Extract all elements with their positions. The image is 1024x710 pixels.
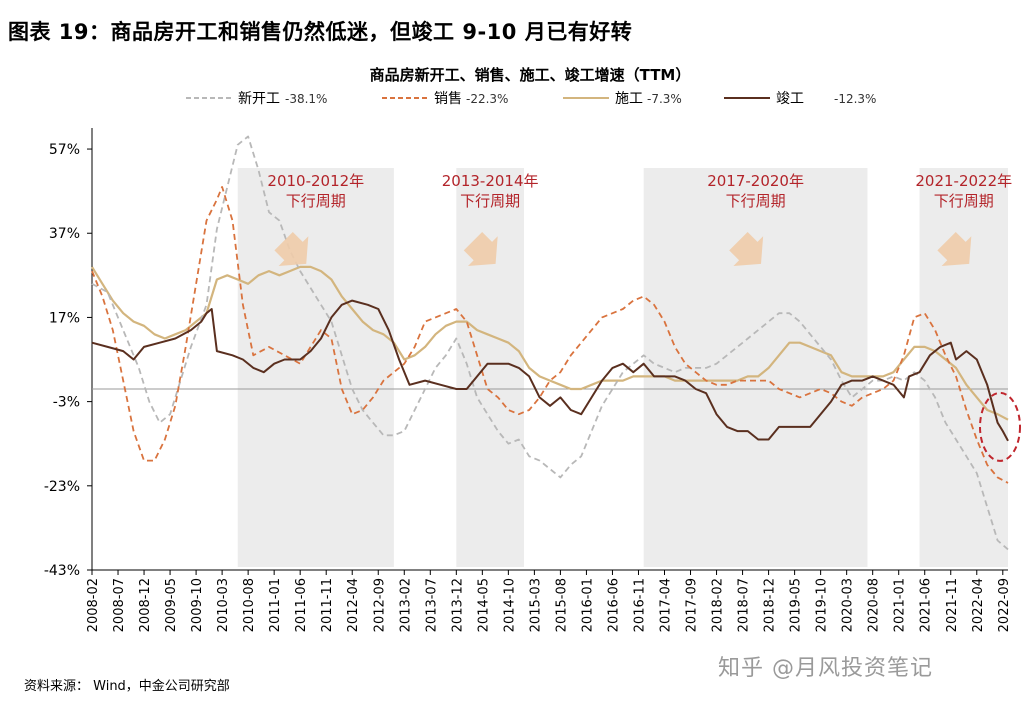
legend-value: -38.1% [285, 92, 327, 106]
down-arrow-icon [274, 232, 309, 266]
x-tick-label: 2020-08 [867, 578, 882, 632]
series-line-销售 [91, 186, 1009, 484]
x-tick-label: 2015-03 [528, 578, 543, 632]
down-arrow-icon [729, 232, 764, 266]
legend-label: 销售 [434, 91, 462, 107]
period-label-desc: 下行周期 [286, 192, 346, 210]
x-tick-label: 2010-03 [216, 578, 231, 632]
x-tick-label: 2022-09 [997, 578, 1012, 632]
x-tick-label: 2013-02 [398, 578, 413, 632]
x-tick-label: 2012-04 [346, 578, 361, 632]
x-tick-label: 2008-02 [86, 578, 101, 632]
y-tick-label: 37% [49, 226, 80, 242]
x-tick-label: 2021-06 [919, 578, 934, 632]
source-note: 资料来源： Wind，中金公司研究部 [24, 679, 230, 694]
x-tick-label: 2009-10 [190, 578, 205, 632]
legend-value: -22.3% [466, 92, 508, 106]
x-tick-label: 2015-08 [554, 578, 569, 632]
axes: 57% 37% 17% -3% -23% -43% 2008-02 2008-07 2008-1… [44, 128, 1012, 632]
down-arrow-icon [463, 232, 498, 266]
shaded-period [643, 167, 868, 567]
y-tick-label: 17% [49, 310, 80, 326]
plot-title: 商品房新开工、销售、施工、竣工增速（TTM） [370, 66, 691, 84]
x-tick-label: 2008-12 [138, 578, 153, 632]
x-tick-label: 2013-12 [450, 578, 465, 632]
series-line-竣工 [91, 299, 1009, 442]
y-tick-label: 57% [49, 142, 80, 158]
period-label-years: 2021-2022年 [915, 172, 1012, 190]
legend-value: -7.3% [647, 92, 682, 106]
period-label-desc: 下行周期 [934, 192, 994, 210]
shaded-periods [237, 167, 1008, 567]
x-tick-label: 2011-11 [320, 578, 335, 632]
x-tick-label: 2009-05 [164, 578, 179, 632]
highlight-circle [979, 391, 1021, 462]
down-arrow-icon [937, 232, 972, 266]
legend-label: 竣工 [776, 91, 804, 107]
figure-title: 图表 19：商品房开工和销售仍然低迷，但竣工 9-10 月已有好转 [8, 20, 633, 44]
x-tick-label: 2016-01 [580, 578, 595, 632]
annotations: 2010-2012年下行周期2013-2014年下行周期2017-2020年下行… [267, 172, 1021, 462]
x-tick-label: 2011-06 [294, 578, 309, 632]
legend-label: 新开工 [238, 91, 280, 107]
x-tick-label: 2014-05 [476, 578, 491, 632]
x-tick-label: 2017-09 [685, 578, 700, 632]
period-label-desc: 下行周期 [726, 192, 786, 210]
x-tick-label: 2011-01 [268, 578, 283, 632]
shaded-period [237, 167, 394, 567]
legend-value: -12.3% [834, 92, 876, 106]
series-line-新开工 [91, 135, 1009, 551]
x-tick-label: 2018-02 [711, 578, 726, 632]
x-tick-label: 2013-07 [424, 578, 439, 632]
legend: 新开工 -38.1% 销售 -22.3% 施工 -7.3% 竣工 -12.3% [186, 91, 876, 107]
y-tick-label: -43% [44, 563, 80, 579]
x-tick-label: 2020-03 [841, 578, 856, 632]
period-label-desc: 下行周期 [460, 192, 520, 210]
x-tick-label: 2017-04 [659, 578, 674, 632]
x-tick-label: 2010-08 [242, 578, 257, 632]
y-tick-label: -23% [44, 479, 80, 495]
series-line-施工 [91, 265, 1009, 421]
x-tick-label: 2021-11 [945, 578, 960, 632]
x-tick-label: 2019-10 [815, 578, 830, 632]
series-lines [91, 135, 1009, 551]
period-label-years: 2017-2020年 [707, 172, 804, 190]
period-label-years: 2013-2014年 [442, 172, 539, 190]
watermark: 知乎 @月风投资笔记 [718, 656, 933, 681]
x-tick-label: 2012-09 [372, 578, 387, 632]
shaded-period [919, 167, 1008, 567]
x-tick-label: 2018-12 [763, 578, 778, 632]
x-tick-label: 2008-07 [112, 578, 127, 632]
legend-label: 施工 [615, 91, 643, 107]
period-label-years: 2010-2012年 [267, 172, 364, 190]
y-tick-label: -3% [53, 395, 80, 411]
shaded-period [456, 167, 524, 567]
x-tick-label: 2014-10 [502, 578, 517, 632]
x-tick-label: 2019-05 [789, 578, 804, 632]
x-tick-label: 2018-07 [737, 578, 752, 632]
x-tick-label: 2016-11 [632, 578, 647, 632]
x-tick-label: 2021-01 [893, 578, 908, 632]
x-tick-label: 2016-06 [606, 578, 621, 632]
x-tick-label: 2022-04 [971, 578, 986, 632]
